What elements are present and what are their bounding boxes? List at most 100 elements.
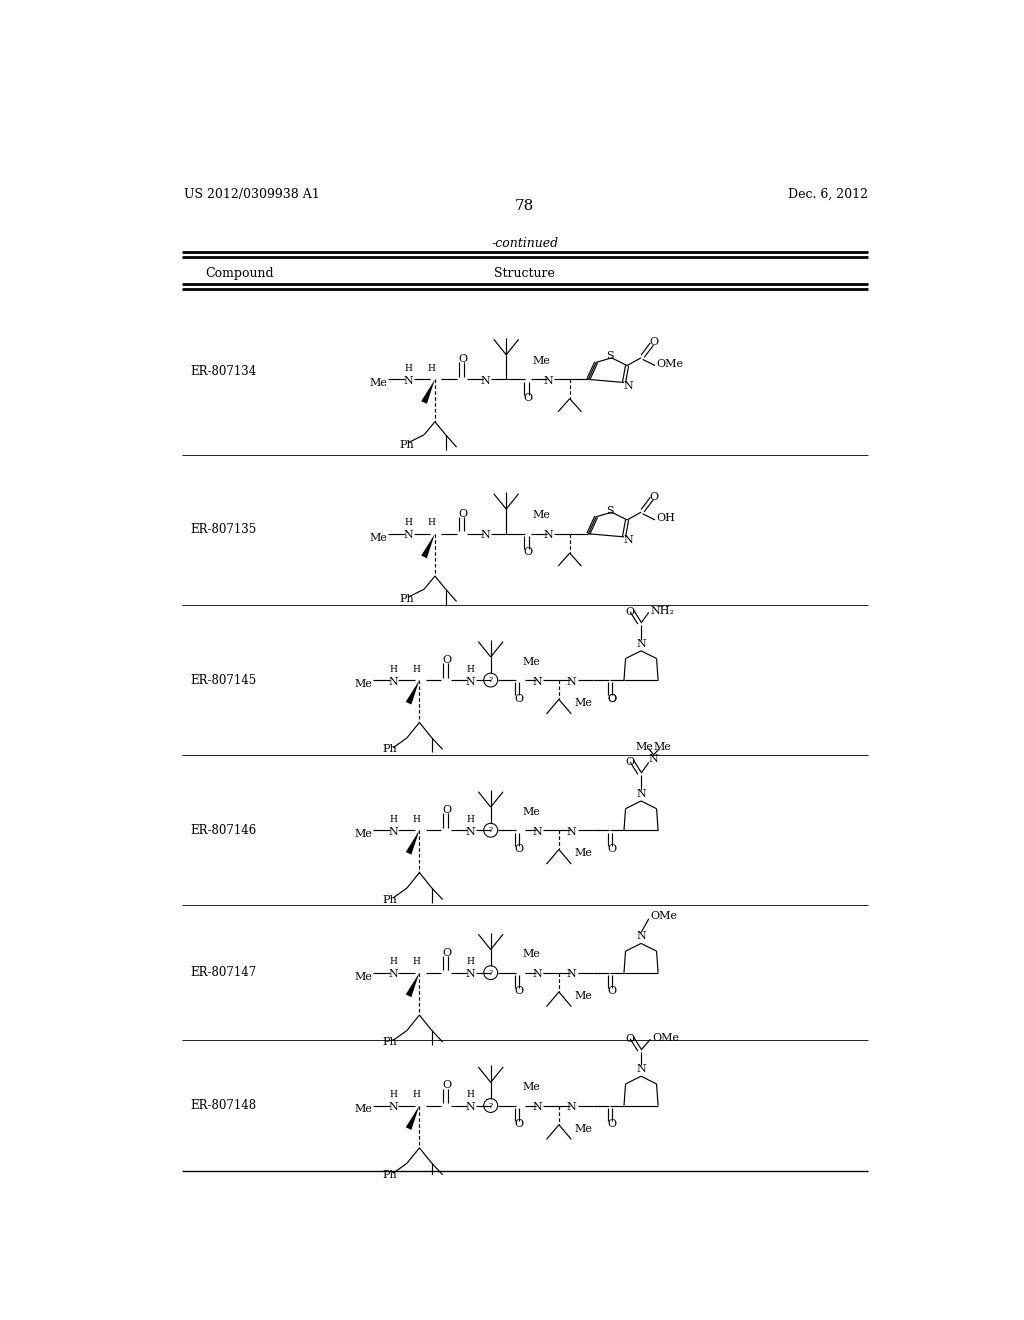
Text: N: N bbox=[566, 677, 577, 686]
Text: N: N bbox=[388, 826, 398, 837]
Text: N: N bbox=[480, 376, 490, 385]
Text: Me: Me bbox=[522, 949, 540, 960]
Text: H: H bbox=[467, 814, 474, 824]
Text: H: H bbox=[389, 957, 397, 966]
Text: Ph: Ph bbox=[383, 1038, 397, 1047]
Text: O: O bbox=[523, 393, 532, 403]
Text: O: O bbox=[442, 1081, 452, 1090]
Text: N: N bbox=[636, 789, 646, 799]
Text: N: N bbox=[403, 531, 414, 540]
Text: US 2012/0309938 A1: US 2012/0309938 A1 bbox=[183, 187, 319, 201]
Text: ?: ? bbox=[488, 969, 493, 977]
Text: N: N bbox=[403, 376, 414, 385]
Text: Me: Me bbox=[574, 991, 592, 1001]
Text: OMe: OMe bbox=[656, 359, 684, 370]
Text: H: H bbox=[467, 1090, 474, 1100]
Polygon shape bbox=[406, 973, 420, 997]
Text: ER-807135: ER-807135 bbox=[190, 524, 256, 536]
Text: Ph: Ph bbox=[383, 1170, 397, 1180]
Polygon shape bbox=[406, 680, 420, 705]
Text: O: O bbox=[607, 1119, 616, 1129]
Text: O: O bbox=[442, 805, 452, 816]
Text: S: S bbox=[606, 506, 613, 516]
Text: H: H bbox=[467, 957, 474, 966]
Text: N: N bbox=[466, 826, 475, 837]
Text: O: O bbox=[607, 693, 616, 704]
Text: O: O bbox=[458, 354, 467, 364]
Text: O: O bbox=[523, 548, 532, 557]
Text: N: N bbox=[466, 969, 475, 979]
Text: O: O bbox=[626, 758, 635, 767]
Text: O: O bbox=[514, 843, 523, 854]
Text: O: O bbox=[649, 338, 658, 347]
Text: N: N bbox=[623, 535, 633, 545]
Text: Me: Me bbox=[354, 1105, 372, 1114]
Text: H: H bbox=[413, 957, 420, 966]
Text: ?: ? bbox=[488, 676, 493, 684]
Text: N: N bbox=[543, 376, 553, 385]
Text: Me: Me bbox=[522, 656, 540, 667]
Text: O: O bbox=[607, 986, 616, 997]
Text: Me: Me bbox=[370, 379, 388, 388]
Text: O: O bbox=[442, 948, 452, 957]
Text: N: N bbox=[532, 969, 542, 979]
Text: O: O bbox=[626, 607, 635, 618]
Text: Me: Me bbox=[522, 1082, 540, 1092]
Text: H: H bbox=[404, 519, 413, 528]
Text: O: O bbox=[442, 655, 452, 665]
Text: Me: Me bbox=[574, 698, 592, 708]
Text: H: H bbox=[413, 1090, 420, 1100]
Text: 78: 78 bbox=[515, 199, 535, 213]
Text: N: N bbox=[648, 755, 658, 764]
Polygon shape bbox=[421, 379, 435, 404]
Text: Ph: Ph bbox=[383, 895, 397, 904]
Text: H: H bbox=[428, 519, 436, 528]
Text: N: N bbox=[636, 1064, 646, 1074]
Text: Me: Me bbox=[354, 972, 372, 982]
Text: Me: Me bbox=[574, 1123, 592, 1134]
Text: ER-807145: ER-807145 bbox=[190, 673, 256, 686]
Text: Me: Me bbox=[653, 742, 672, 752]
Text: H: H bbox=[404, 364, 413, 374]
Text: N: N bbox=[388, 969, 398, 979]
Text: H: H bbox=[389, 1090, 397, 1100]
Text: N: N bbox=[543, 531, 553, 540]
Text: N: N bbox=[466, 677, 475, 686]
Text: N: N bbox=[466, 1102, 475, 1111]
Text: N: N bbox=[623, 380, 633, 391]
Text: N: N bbox=[532, 677, 542, 686]
Text: N: N bbox=[480, 531, 490, 540]
Text: Me: Me bbox=[354, 829, 372, 840]
Polygon shape bbox=[421, 533, 435, 558]
Text: OMe: OMe bbox=[652, 1032, 679, 1043]
Text: Me: Me bbox=[370, 533, 388, 543]
Text: Compound: Compound bbox=[206, 268, 274, 280]
Text: O: O bbox=[514, 986, 523, 997]
Text: ER-807147: ER-807147 bbox=[190, 966, 256, 979]
Polygon shape bbox=[406, 830, 420, 854]
Polygon shape bbox=[406, 1106, 420, 1130]
Text: Me: Me bbox=[574, 849, 592, 858]
Text: Ph: Ph bbox=[383, 744, 397, 754]
Text: N: N bbox=[636, 932, 646, 941]
Text: S: S bbox=[606, 351, 613, 362]
Text: ER-807148: ER-807148 bbox=[190, 1100, 256, 1111]
Text: O: O bbox=[607, 843, 616, 854]
Text: N: N bbox=[388, 677, 398, 686]
Text: O: O bbox=[458, 508, 467, 519]
Text: ER-807146: ER-807146 bbox=[190, 824, 256, 837]
Text: N: N bbox=[532, 1102, 542, 1111]
Text: O: O bbox=[649, 492, 658, 502]
Text: N: N bbox=[566, 1102, 577, 1111]
Text: ER-807134: ER-807134 bbox=[190, 366, 256, 379]
Text: Dec. 6, 2012: Dec. 6, 2012 bbox=[788, 187, 868, 201]
Text: N: N bbox=[566, 826, 577, 837]
Text: H: H bbox=[389, 814, 397, 824]
Text: Ph: Ph bbox=[399, 594, 415, 605]
Text: N: N bbox=[636, 639, 646, 649]
Text: Me: Me bbox=[635, 742, 653, 752]
Text: ?: ? bbox=[488, 826, 493, 834]
Text: H: H bbox=[389, 665, 397, 673]
Text: O: O bbox=[514, 1119, 523, 1129]
Text: N: N bbox=[388, 1102, 398, 1111]
